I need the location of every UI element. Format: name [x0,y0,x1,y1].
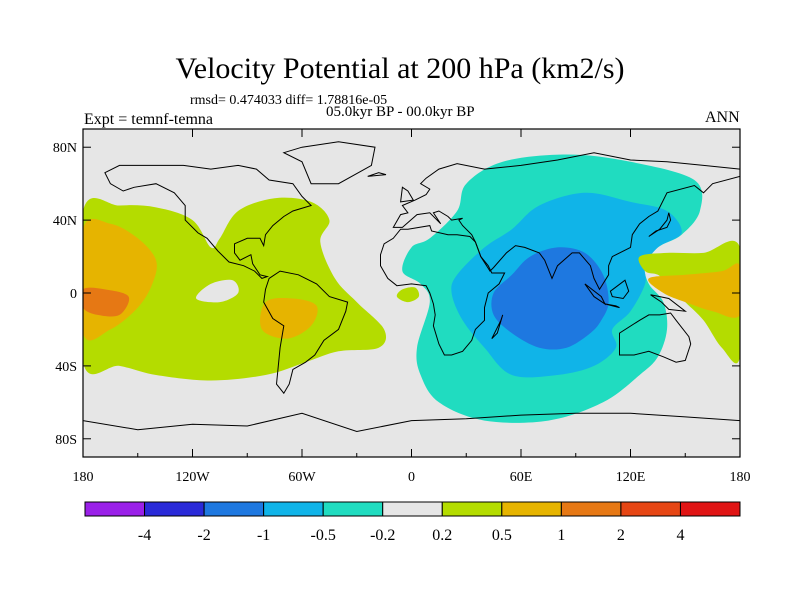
colorbar-box [560,501,622,517]
coastline-9 [604,303,620,309]
y-tick-label: 40S [55,360,77,375]
coastline-3 [392,152,740,291]
x-tick-label: 180 [73,470,94,485]
colorbar-label: -0.2 [370,527,395,544]
colorbar-box [382,501,443,517]
contour-region-5 [260,298,318,339]
colorbar-box [203,501,265,517]
coastline-6 [619,312,692,363]
contour-fills [83,154,740,423]
contour-region-7 [196,279,239,303]
coastline-5 [491,314,504,339]
y-tick-label: 40N [53,214,77,229]
colorbar-box [144,501,205,517]
y-axis: 80N 40N 0 40S 80S [53,141,740,448]
contour-region-8 [396,287,420,303]
chart-title: Velocity Potential at 200 hPa (km2/s) [175,52,625,85]
coastline-12 [400,186,415,203]
colorbar-box [263,501,324,517]
colorbar-box [322,501,384,517]
coastline-antarctica [83,412,740,433]
coastline-10 [609,279,630,300]
colorbar: -4 -2 -1 -0.5 -0.2 0.2 0.5 1 2 4 [84,501,741,544]
colorbar-label: 0.2 [432,527,452,544]
x-tick-label: 120W [175,470,210,485]
contour-region-6 [83,287,130,317]
colorbar-box [620,501,681,517]
left-string: Expt = temnf-temna [84,111,213,128]
stats-subtitle: rmsd= 0.474033 diff= 1.78816e-05 [190,93,388,108]
colorbar-box [84,501,146,517]
colorbar-box [501,501,562,517]
right-string: ANN [705,109,740,126]
colorbar-label: -2 [197,527,210,544]
y-tick-label: 0 [70,287,77,302]
colorbar-label: -4 [138,527,151,544]
x-axis: 180 120W 60W 0 60E 120E 180 [73,129,751,485]
colorbar-label: 0.5 [492,527,512,544]
x-tick-label: 180 [730,470,751,485]
contour-region-2 [491,247,609,350]
coastline-4 [380,225,506,356]
coastline-13 [367,172,387,177]
contour-region-10 [648,263,740,318]
colorbar-label: -1 [257,527,270,544]
coastline-11 [650,294,688,312]
x-tick-label: 60W [288,470,316,485]
colorbar-label: -0.5 [311,527,336,544]
center-string: 05.0kyr BP - 00.0kyr BP [326,104,475,120]
coastline-7 [648,212,672,237]
colorbar-box [679,501,741,517]
y-tick-label: 80S [55,433,77,448]
colorbar-label: 2 [617,527,625,544]
coastline-1 [263,270,349,395]
x-tick-label: 120E [616,470,646,485]
coastlines [83,141,740,433]
colorbar-label: 1 [557,527,565,544]
coastline-2 [282,141,376,185]
x-tick-label: 60E [510,470,533,485]
colorbar-box [441,501,503,517]
colorbar-label: 4 [676,527,684,544]
x-tick-label: 0 [408,470,415,485]
coastline-0 [104,164,313,279]
y-tick-label: 80N [53,141,77,156]
